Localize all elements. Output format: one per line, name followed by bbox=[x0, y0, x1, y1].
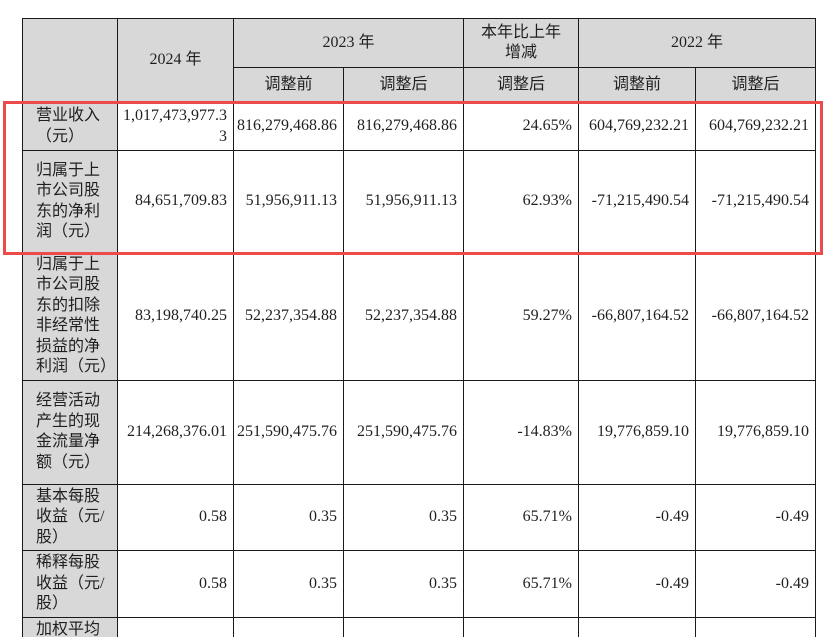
cell-2023-after: 816,279,468.86 bbox=[343, 102, 464, 151]
table-row-net-profit-deducted: 归属于上市公司股东的扣除非经常性损益的净利润（元） 83,198,740.25 … bbox=[22, 252, 816, 381]
cell-2022-after: 19,776,859.10 bbox=[695, 379, 816, 485]
header-2023: 2023 年 bbox=[233, 18, 464, 68]
cell-2024: 0.58 bbox=[117, 550, 234, 618]
subheader-change-after: 调整后 bbox=[463, 67, 579, 103]
cell-2023-before: 7.82% bbox=[233, 616, 344, 637]
header-2022: 2022 年 bbox=[578, 18, 816, 68]
cell-2023-after: 7.82% bbox=[343, 616, 464, 637]
cell-change: 3.99% bbox=[463, 616, 579, 637]
subheader-2022-before: 调整前 bbox=[578, 67, 696, 103]
cell-change: 24.65% bbox=[463, 102, 579, 151]
row-label: 稀释每股收益（元/股） bbox=[22, 550, 118, 618]
cell-2023-after: 251,590,475.76 bbox=[343, 379, 464, 485]
cell-2023-after: 52,237,354.88 bbox=[343, 252, 464, 381]
financial-summary-table: 2024 年 2023 年 本年比上年增减 2022 年 调整前 调整后 调整后… bbox=[22, 18, 816, 637]
row-label: 加权平均净资产收益率 bbox=[22, 616, 118, 637]
table-header: 2024 年 2023 年 本年比上年增减 2022 年 调整前 调整后 调整后… bbox=[22, 18, 816, 103]
cell-2024: 11.81% bbox=[117, 616, 234, 637]
cell-2022-before: -0.49 bbox=[578, 483, 696, 552]
cell-2022-before: -0.49 bbox=[578, 550, 696, 618]
cell-2023-before: 251,590,475.76 bbox=[233, 379, 344, 485]
cell-2022-after: -10.21% bbox=[695, 616, 816, 637]
header-row-years: 2024 年 2023 年 本年比上年增减 2022 年 bbox=[22, 18, 816, 103]
header-change: 本年比上年增减 bbox=[463, 18, 579, 68]
cell-2024: 214,268,376.01 bbox=[117, 379, 234, 485]
table-row-weighted-roe: 加权平均净资产收益率 11.81% 7.82% 7.82% 3.99% -10.… bbox=[22, 616, 816, 637]
cell-2022-after: 604,769,232.21 bbox=[695, 102, 816, 151]
cell-change: 59.27% bbox=[463, 252, 579, 381]
cell-change: 65.71% bbox=[463, 483, 579, 552]
cell-change: 62.93% bbox=[463, 150, 579, 253]
cell-2023-before: 51,956,911.13 bbox=[233, 150, 344, 253]
subheader-2023-before: 调整前 bbox=[233, 67, 344, 103]
table-row-cash-flow: 经营活动产生的现金流量净额（元） 214,268,376.01 251,590,… bbox=[22, 379, 816, 485]
row-label: 归属于上市公司股东的净利润（元） bbox=[22, 150, 118, 253]
corner-cell bbox=[22, 18, 118, 103]
table-row-revenue: 营业收入（元） 1,017,473,977.33 816,279,468.86 … bbox=[22, 102, 816, 151]
cell-2023-after: 0.35 bbox=[343, 550, 464, 618]
table-row-basic-eps: 基本每股收益（元/股） 0.58 0.35 0.35 65.71% -0.49 … bbox=[22, 483, 816, 552]
row-label: 归属于上市公司股东的扣除非经常性损益的净利润（元） bbox=[22, 252, 118, 381]
cell-2022-after: -0.49 bbox=[695, 550, 816, 618]
cell-2022-before: -10.21% bbox=[578, 616, 696, 637]
cell-2024: 1,017,473,977.33 bbox=[117, 102, 234, 151]
cell-2022-before: 19,776,859.10 bbox=[578, 379, 696, 485]
cell-2024: 83,198,740.25 bbox=[117, 252, 234, 381]
cell-2023-after: 51,956,911.13 bbox=[343, 150, 464, 253]
cell-2023-before: 0.35 bbox=[233, 550, 344, 618]
row-label: 基本每股收益（元/股） bbox=[22, 483, 118, 552]
header-2024: 2024 年 bbox=[117, 18, 234, 103]
cell-2023-before: 0.35 bbox=[233, 483, 344, 552]
cell-2022-after: -66,807,164.52 bbox=[695, 252, 816, 381]
table-row-net-profit: 归属于上市公司股东的净利润（元） 84,651,709.83 51,956,91… bbox=[22, 150, 816, 253]
cell-2022-after: -0.49 bbox=[695, 483, 816, 552]
subheader-2023-after: 调整后 bbox=[343, 67, 464, 103]
table-row-diluted-eps: 稀释每股收益（元/股） 0.58 0.35 0.35 65.71% -0.49 … bbox=[22, 550, 816, 618]
subheader-2022-after: 调整后 bbox=[695, 67, 816, 103]
cell-2022-before: 604,769,232.21 bbox=[578, 102, 696, 151]
header-row-adjust: 调整前 调整后 调整后 调整前 调整后 bbox=[23, 67, 816, 103]
cell-change: -14.83% bbox=[463, 379, 579, 485]
cell-2023-after: 0.35 bbox=[343, 483, 464, 552]
table-body: 营业收入（元） 1,017,473,977.33 816,279,468.86 … bbox=[22, 102, 816, 637]
cell-2022-before: -66,807,164.52 bbox=[578, 252, 696, 381]
row-label: 经营活动产生的现金流量净额（元） bbox=[22, 379, 118, 485]
cell-2022-after: -71,215,490.54 bbox=[695, 150, 816, 253]
cell-change: 65.71% bbox=[463, 550, 579, 618]
cell-2022-before: -71,215,490.54 bbox=[578, 150, 696, 253]
row-label: 营业收入（元） bbox=[22, 102, 118, 151]
cell-2023-before: 816,279,468.86 bbox=[233, 102, 344, 151]
cell-2024: 0.58 bbox=[117, 483, 234, 552]
cell-2024: 84,651,709.83 bbox=[117, 150, 234, 253]
cell-2023-before: 52,237,354.88 bbox=[233, 252, 344, 381]
